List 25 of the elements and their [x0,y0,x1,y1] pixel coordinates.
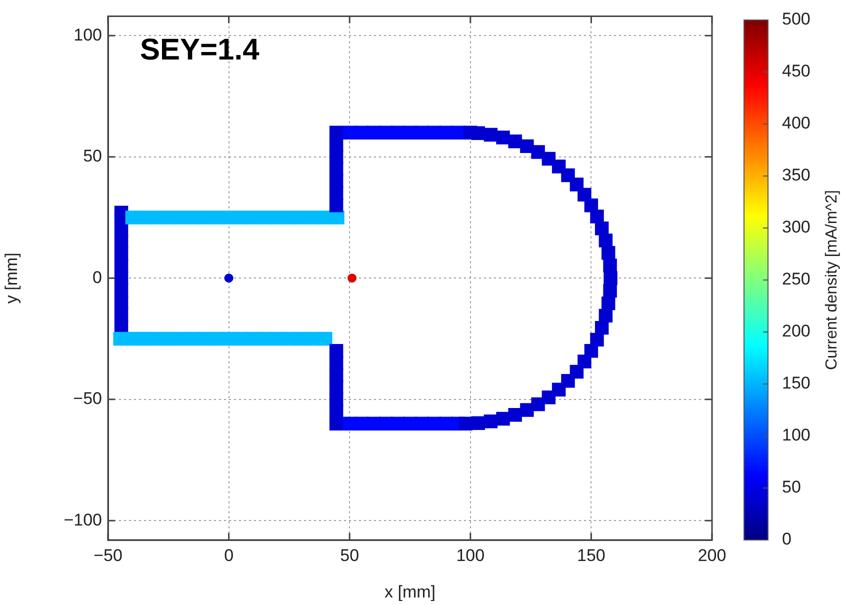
y-tick-label: −100 [64,510,102,530]
x-tick-label: 0 [224,546,234,565]
y-tick-label: 100 [74,25,102,44]
color-bar-label: 0 [782,530,792,549]
y-tick-label: 50 [83,146,102,166]
color-bar-label: 250 [782,270,810,289]
color-bar-label: 400 [782,114,810,133]
color-bar-label: 100 [782,426,810,445]
color-bar-label: 450 [782,62,810,81]
color-bar-label: 350 [782,166,810,185]
annotation: SEY=1.4 [140,33,260,66]
y-tick-label: 0 [92,268,102,287]
color-bar-label: 50 [782,478,801,497]
x-axis-title: x [mm] [384,582,436,602]
color-bar-title: Current density [mA/m^2] [823,190,840,370]
color-bar-label: 200 [782,322,810,341]
x-tick-label: 150 [577,546,606,565]
x-tick-label: 50 [340,546,360,565]
y-tick-label: −50 [73,389,102,408]
x-tick-label: 100 [456,546,485,565]
color-bar-label: 500 [782,10,810,29]
y-axis-title: y [mm] [2,252,21,304]
color-bar-label: 300 [782,218,810,237]
color-bar-label: 150 [782,374,810,393]
x-tick-label: 200 [698,546,726,565]
